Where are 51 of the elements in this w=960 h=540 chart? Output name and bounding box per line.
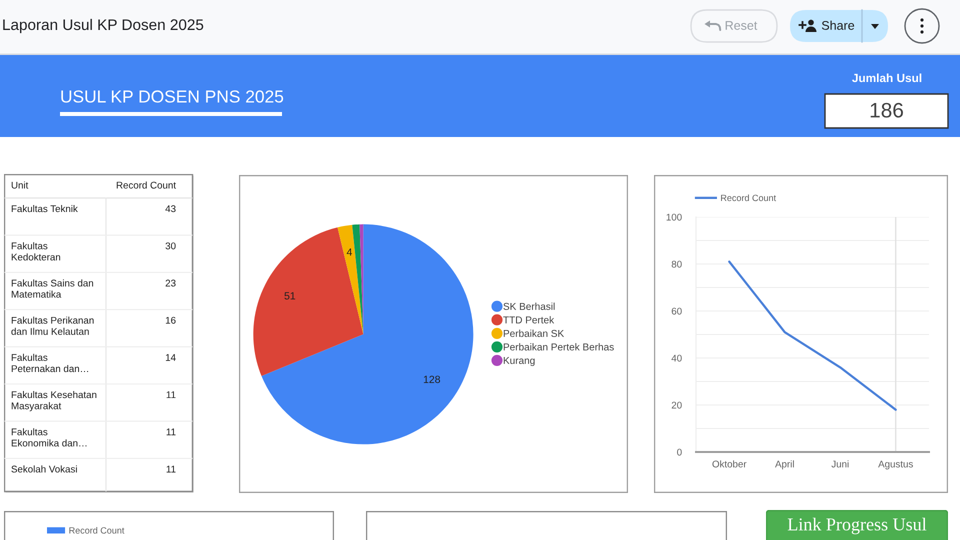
category-label: Fakultas Perikanan dan Ilmu Kelautan <box>11 316 94 335</box>
data-label: 11 <box>166 428 176 436</box>
legend-label: Perbaikan SK <box>504 330 564 337</box>
text: Reset <box>726 21 758 30</box>
legend-label: Record Count <box>721 194 776 202</box>
y-tick-label: 60 <box>672 308 682 315</box>
x-tick-label: April <box>775 460 794 470</box>
category-label: Fakultas Kesehatan Masyarakat <box>12 391 96 412</box>
data-label: 16 <box>166 316 176 324</box>
data-label: 4 <box>346 248 352 256</box>
pie-slice <box>261 224 474 444</box>
y-tick-label: 20 <box>672 402 682 409</box>
text: Unit <box>12 181 28 189</box>
category-label: Fakultas Peternakan dan… <box>12 354 88 372</box>
category-label: Fakultas Teknik <box>12 205 78 212</box>
y-tick-label: 100 <box>666 214 682 221</box>
pie-slice <box>338 224 364 334</box>
data-label: 11 <box>166 391 176 398</box>
x-tick-label: Juni <box>831 460 848 468</box>
category-label: Fakultas Sains dan Matematika <box>12 279 94 298</box>
pie-slice <box>352 224 364 334</box>
data-label: 51 <box>284 292 296 300</box>
text: Laporan Usul KP Dosen 2025 <box>3 18 204 34</box>
y-tick-label: 0 <box>677 448 682 456</box>
text: Jumlah Usul <box>852 74 922 82</box>
text: USUL KP DOSEN PNS 2025 <box>61 90 284 103</box>
pie-slice <box>253 227 364 376</box>
data-label: 23 <box>166 280 176 287</box>
category-label: Fakultas Kedokteran <box>12 242 60 261</box>
legend-label: TTD Pertek <box>503 316 554 324</box>
data-label: 11 <box>166 466 176 472</box>
text: Record Count <box>116 181 176 189</box>
data-label: 128 <box>424 376 440 384</box>
legend-label: SK Berhasil <box>503 302 555 310</box>
data-label: 14 <box>166 354 176 361</box>
data-label: 43 <box>165 205 176 212</box>
data-label: 186 <box>870 102 903 118</box>
x-tick-label: Oktober <box>712 460 746 468</box>
legend-label: Record Count <box>69 527 124 534</box>
legend-label: Perbaikan Pertek Berhas <box>504 343 614 351</box>
pie-slice <box>360 224 364 334</box>
category-label: Fakultas Ekonomika dan… <box>12 428 86 447</box>
x-tick-label: Agustus <box>878 460 913 470</box>
y-tick-label: 40 <box>672 354 682 362</box>
line-series <box>728 260 897 411</box>
y-tick-label: 80 <box>672 260 682 268</box>
category-label: Sekolah Vokasi <box>11 465 77 473</box>
text: Share <box>822 20 854 30</box>
legend-label: Kurang <box>504 357 535 366</box>
text: Link Progress Usul <box>788 518 926 534</box>
data-label: 30 <box>166 242 176 250</box>
